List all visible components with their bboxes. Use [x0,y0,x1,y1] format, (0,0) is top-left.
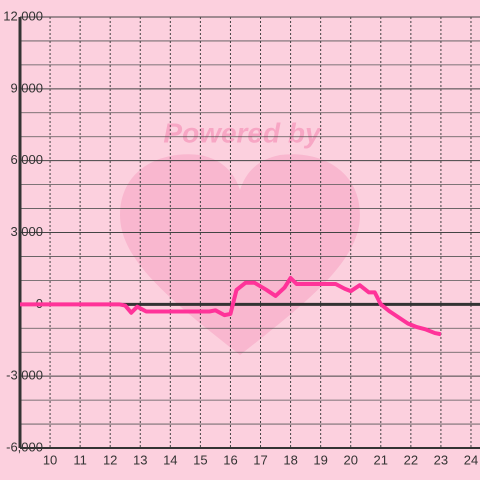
x-tick-label: 11 [73,452,87,467]
x-tick-label: 17 [253,452,267,467]
x-tick-label: 21 [374,452,388,467]
x-tick-label: 10 [43,452,57,467]
x-tick-label: 14 [163,452,177,467]
y-tick-label: 9,000 [10,80,43,95]
x-tick-label: 24 [464,452,478,467]
x-tick-label: 22 [404,452,418,467]
y-tick-label: -6,000 [6,439,43,454]
x-tick-label: 12 [103,452,117,467]
x-tick-label: 18 [283,452,297,467]
x-tick-label: 13 [133,452,147,467]
watermark: Powered by [163,117,322,148]
x-tick-label: 16 [223,452,237,467]
y-tick-label: -3,000 [6,368,43,383]
x-tick-label: 20 [343,452,357,467]
x-tick-label: 23 [434,452,448,467]
x-tick-label: 19 [313,452,327,467]
y-tick-label: 3,000 [10,224,43,239]
line [20,275,442,337]
y-tick-label: 6,000 [10,152,43,167]
y-tick-label: 12,000 [3,8,43,23]
x-tick-label: 15 [193,452,207,467]
